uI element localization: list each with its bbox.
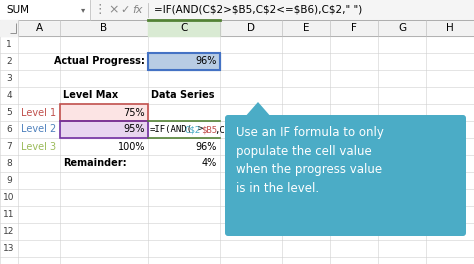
Text: ▾: ▾ [81,6,85,15]
Text: 100%: 100% [118,142,145,152]
Text: Actual Progress:: Actual Progress: [54,56,145,67]
Text: =IF(AND(C$2>$B5,C$2<=$B6),C$2," "): =IF(AND(C$2>$B5,C$2<=$B6),C$2," ") [154,5,362,15]
Text: 9: 9 [6,176,12,185]
Bar [148,20,220,36]
Bar [0,20,18,36]
Text: Use an IF formula to only
populate the cell value
when the progress value
is in : Use an IF formula to only populate the c… [236,126,384,195]
Text: 75%: 75% [123,107,145,117]
Bar [148,53,220,70]
Text: H: H [446,23,454,33]
Text: Remainder:: Remainder: [63,158,127,168]
Text: ,C$2<=: ,C$2<= [215,125,247,134]
Text: 11: 11 [3,210,15,219]
FancyBboxPatch shape [225,115,466,236]
Bar [60,104,148,121]
Text: 8: 8 [6,159,12,168]
Text: F: F [351,23,357,33]
Text: 7: 7 [6,142,12,151]
Bar [0,0,90,20]
Bar [148,53,220,70]
Text: fx: fx [133,5,143,15]
Text: 3: 3 [6,74,12,83]
Text: D: D [247,23,255,33]
Text: 5: 5 [6,108,12,117]
Text: C$2: C$2 [184,125,201,134]
Text: E: E [303,23,309,33]
Text: G: G [398,23,406,33]
Bar [0,0,474,20]
Text: >: > [197,125,203,134]
Text: Level 3: Level 3 [21,142,56,152]
Text: 96%: 96% [196,56,217,67]
Text: Level Max: Level Max [63,91,118,101]
Text: 4%: 4% [202,158,217,168]
Text: ✓: ✓ [120,5,130,15]
Text: $B5: $B5 [201,125,218,134]
Polygon shape [244,102,272,118]
Text: 10: 10 [3,193,15,202]
Text: ),C$2," "): ),C$2," ") [253,125,307,134]
Text: Data Series: Data Series [151,91,215,101]
Text: 2: 2 [6,57,12,66]
Text: ×: × [109,3,119,16]
Text: C: C [180,23,188,33]
Text: ⋮: ⋮ [94,3,106,16]
Text: B: B [100,23,108,33]
Bar [60,121,148,138]
Text: Level 2: Level 2 [21,125,56,134]
Text: 6: 6 [6,125,12,134]
Text: Level 1: Level 1 [21,107,56,117]
Text: 12: 12 [3,227,15,236]
Text: 96%: 96% [196,142,217,152]
Text: $B6: $B6 [240,125,256,134]
Text: A: A [36,23,43,33]
Text: 13: 13 [3,244,15,253]
Text: =IF(AND(: =IF(AND( [150,125,193,134]
Text: 4: 4 [6,91,12,100]
Bar [60,121,148,138]
Bar [0,20,474,36]
Bar [60,104,148,121]
Text: SUM: SUM [6,5,29,15]
Text: 95%: 95% [124,125,145,134]
Text: 1: 1 [6,40,12,49]
